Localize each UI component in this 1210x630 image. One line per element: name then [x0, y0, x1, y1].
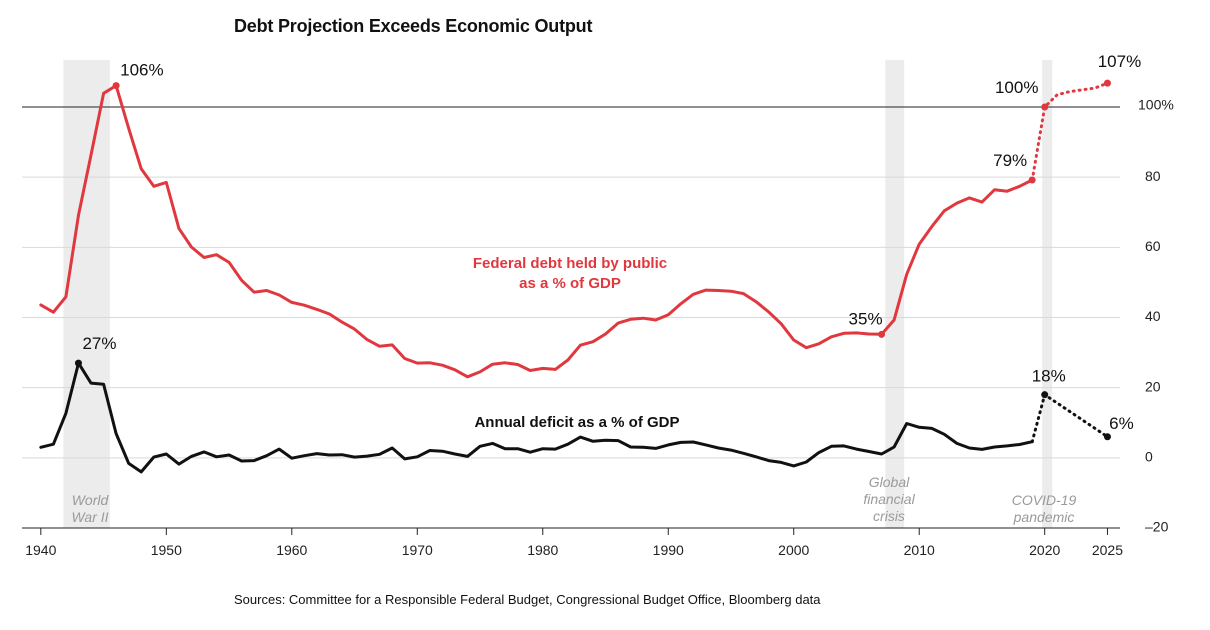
annotation-dot: [112, 82, 120, 90]
annotation-dot: [1041, 391, 1049, 399]
annotation-dot: [1041, 103, 1049, 111]
y-tick-label: 0: [1145, 449, 1153, 465]
shade-label: COVID-19: [1012, 492, 1077, 508]
shade-label: War II: [71, 509, 108, 525]
chart-title: Debt Projection Exceeds Economic Output: [234, 16, 593, 36]
x-tick-label: 1970: [402, 542, 433, 558]
deficit-series-line: [39, 361, 1034, 474]
x-tick-label: 1980: [527, 542, 558, 558]
shade-label: pandemic: [1013, 509, 1075, 525]
annotation-dot: [1028, 176, 1036, 184]
annotation-dot: [878, 330, 886, 338]
y-tick-label: 20: [1145, 378, 1161, 394]
data-label: 35%: [849, 309, 883, 328]
shaded-period: [63, 60, 110, 528]
debt-series-line: [39, 84, 1034, 379]
data-label: 106%: [120, 61, 163, 80]
y-tick-label: 100%: [1138, 97, 1174, 113]
y-tick-label: 40: [1145, 308, 1161, 324]
debt-series-label: Federal debt held by public: [473, 255, 667, 272]
data-label: 100%: [995, 78, 1038, 97]
x-tick-label: 2010: [904, 542, 935, 558]
x-tick-label: 2020: [1029, 542, 1060, 558]
y-tick-label: 80: [1145, 168, 1161, 184]
deficit-series-label: Annual deficit as a % of GDP: [474, 414, 679, 431]
y-tick-label: 60: [1145, 238, 1161, 254]
x-tick-label: 1990: [653, 542, 684, 558]
x-tick-label: 1940: [25, 542, 56, 558]
data-label: 27%: [82, 334, 116, 353]
shade-label: World: [72, 492, 110, 508]
data-label: 6%: [1109, 414, 1134, 433]
x-tick-label: 1960: [276, 542, 307, 558]
annotation-dot: [1103, 433, 1111, 441]
shade-label: crisis: [873, 508, 905, 524]
chart-source: Sources: Committee for a Responsible Fed…: [234, 592, 821, 607]
x-tick-label: 1950: [151, 542, 182, 558]
data-label: 107%: [1098, 52, 1141, 71]
x-tick-label: 2025: [1092, 542, 1123, 558]
shade-label: financial: [863, 491, 915, 507]
shaded-period: [1042, 60, 1053, 528]
annotation-dot: [74, 359, 82, 367]
debt-series-label: as a % of GDP: [519, 275, 621, 292]
x-tick-label: 2000: [778, 542, 809, 558]
annotation-dot: [1103, 79, 1111, 87]
y-tick-label: –20: [1145, 519, 1169, 535]
data-label: 18%: [1032, 367, 1066, 386]
shade-label: Global: [869, 474, 910, 490]
data-label: 79%: [993, 151, 1027, 170]
